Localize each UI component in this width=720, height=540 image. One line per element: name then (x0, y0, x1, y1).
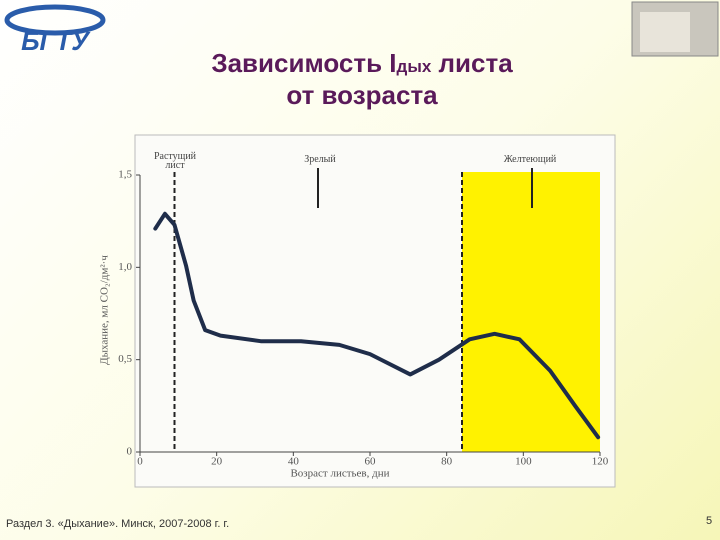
annotation: Зрелый (304, 154, 336, 165)
y-tick-label: 0,5 (118, 353, 132, 365)
title-part: листа (431, 48, 513, 78)
x-tick-label: 100 (515, 456, 532, 468)
y-tick-label: 1,5 (118, 169, 132, 181)
title-sub: дых (397, 57, 432, 76)
y-tick-label: 1,0 (118, 261, 132, 273)
x-tick-label: 20 (211, 456, 223, 468)
footer: Раздел 3. «Дыхание». Минск, 2007-2008 г.… (6, 518, 229, 530)
annotation: Растущий лист (153, 151, 197, 171)
x-tick-label: 120 (592, 456, 609, 468)
annotation: Желтеющий (503, 154, 557, 165)
x-tick-label: 80 (441, 456, 453, 468)
x-tick-label: 0 (137, 456, 143, 468)
slide-title: Зависимость Iдых листа (211, 48, 513, 78)
y-axis-label: Дыхание, мл CO₂/дм²·ч (99, 255, 111, 365)
logo-swoosh (4, 4, 106, 36)
x-tick-label: 40 (288, 456, 300, 468)
y-tick-label: 0 (127, 446, 133, 458)
x-axis-label: Возраст листьев, дни (290, 468, 389, 480)
page-number: 5 (706, 515, 712, 527)
title-part: Зависимость I (211, 48, 396, 78)
slide-title-line2: от возраста (286, 80, 438, 110)
data-line (153, 211, 601, 440)
photo-building (640, 12, 690, 52)
x-tick-label: 60 (365, 456, 377, 468)
